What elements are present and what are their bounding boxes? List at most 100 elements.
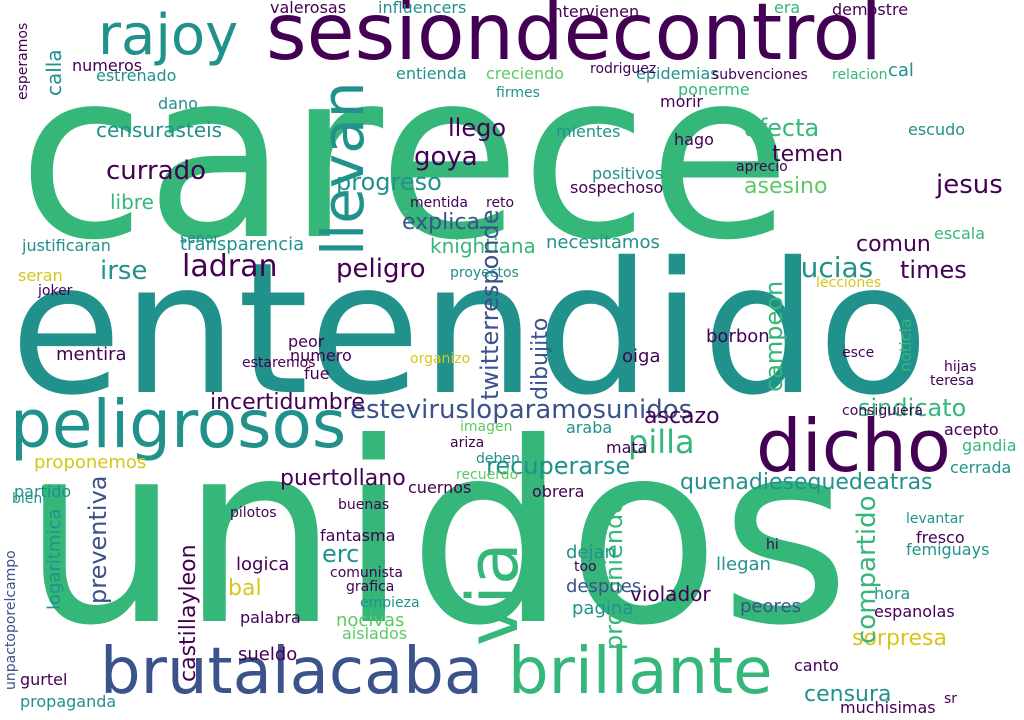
word: explica bbox=[404, 212, 408, 213]
word: muchisimas bbox=[840, 698, 936, 717]
word: propaganda bbox=[20, 692, 117, 711]
word: llegan bbox=[716, 554, 771, 575]
word: carece bbox=[18, 21, 792, 291]
word: influencers bbox=[378, 0, 467, 17]
word: nocivas bbox=[336, 610, 405, 631]
word: ariza bbox=[450, 435, 485, 451]
word: hi bbox=[766, 537, 779, 553]
word: aislados bbox=[342, 624, 408, 643]
word: numeros bbox=[72, 56, 143, 75]
word: justificaran bbox=[22, 236, 111, 255]
word: entienda bbox=[396, 64, 467, 83]
word: dejan bbox=[566, 542, 616, 563]
word: araba bbox=[566, 418, 613, 437]
word: censurasteis bbox=[96, 118, 223, 142]
word: relacion bbox=[832, 67, 888, 83]
word: currado bbox=[106, 156, 207, 186]
word: gandia bbox=[962, 436, 1017, 455]
word: teresa bbox=[930, 373, 975, 389]
word: jesus bbox=[936, 170, 1003, 200]
word: goya bbox=[414, 142, 478, 172]
word: knightiana bbox=[430, 234, 536, 258]
word: recuerdo bbox=[456, 467, 519, 483]
word: morir bbox=[660, 92, 703, 111]
word: deben bbox=[476, 451, 520, 467]
word: via bbox=[452, 542, 534, 646]
word: grafica bbox=[346, 579, 395, 595]
word: afecta bbox=[744, 114, 820, 142]
word: estrenado bbox=[96, 66, 177, 85]
word: comun bbox=[856, 232, 931, 257]
word: pilotos bbox=[230, 505, 277, 521]
word: creciendo bbox=[486, 64, 565, 83]
word: asesino bbox=[744, 174, 828, 199]
word: compartido bbox=[852, 495, 882, 644]
word: subvenciones bbox=[712, 67, 808, 83]
word: gurtel bbox=[20, 670, 68, 689]
word: hago bbox=[674, 130, 714, 149]
word: dibujito bbox=[528, 317, 553, 400]
word: buenas bbox=[338, 497, 390, 513]
word: castillayleon bbox=[176, 544, 201, 682]
word: espanolas bbox=[874, 602, 955, 621]
word: fresco bbox=[916, 528, 965, 547]
word: violador bbox=[630, 582, 711, 606]
word: partido bbox=[14, 482, 72, 501]
word: calla bbox=[42, 49, 66, 96]
word: valerosas bbox=[270, 0, 347, 17]
word: peores bbox=[740, 596, 801, 617]
word: intervienen bbox=[548, 2, 640, 21]
word: rodriguez bbox=[590, 61, 657, 77]
word: senor bbox=[180, 231, 220, 247]
word: censura bbox=[804, 682, 892, 707]
word: aprecio bbox=[736, 159, 788, 175]
word: pagina bbox=[572, 598, 634, 619]
word: proponemos bbox=[34, 452, 147, 473]
word: transparencia bbox=[180, 234, 305, 255]
word: sucias bbox=[786, 251, 874, 284]
word: empieza bbox=[360, 595, 420, 611]
word: mientes bbox=[556, 122, 621, 141]
word: recuperarse bbox=[486, 452, 631, 480]
word: proponiendo bbox=[600, 499, 628, 650]
word: consiguiera bbox=[842, 403, 923, 419]
word: peligro bbox=[336, 254, 426, 284]
word: joker bbox=[38, 283, 73, 299]
word: reto bbox=[486, 195, 515, 211]
word: bien bbox=[12, 491, 43, 507]
word: mata bbox=[606, 438, 648, 457]
word: oiga bbox=[622, 346, 661, 367]
word: imagen bbox=[460, 419, 513, 435]
word: cerrada bbox=[950, 458, 1012, 477]
word: cuernos bbox=[408, 478, 472, 497]
word: peor bbox=[288, 332, 325, 351]
word: seran bbox=[18, 266, 63, 285]
word: ponerme bbox=[678, 80, 750, 99]
word: temen bbox=[772, 142, 844, 167]
word: pilla bbox=[628, 423, 695, 461]
word: brutalacaba bbox=[100, 635, 484, 709]
word: epidemias bbox=[636, 64, 719, 83]
word: logaritmica bbox=[44, 508, 65, 610]
word: llego bbox=[448, 114, 507, 142]
word: positivos bbox=[592, 164, 664, 183]
word: ascazo bbox=[644, 404, 720, 429]
word: comun bbox=[864, 246, 868, 247]
word: firmes bbox=[496, 85, 540, 101]
word: irse bbox=[100, 256, 148, 286]
word: dano bbox=[158, 94, 198, 113]
word: femiguays bbox=[906, 540, 990, 559]
word: esperamos bbox=[15, 22, 31, 100]
word: progreso bbox=[336, 168, 442, 196]
word: demostre bbox=[832, 0, 909, 19]
word: era bbox=[774, 0, 801, 17]
word: sindicato bbox=[858, 394, 967, 422]
word: explica bbox=[402, 210, 480, 235]
word: ladran bbox=[182, 249, 278, 284]
word: mentida bbox=[410, 195, 468, 211]
word: too bbox=[574, 559, 597, 575]
word: cal bbox=[888, 60, 914, 81]
word: sr bbox=[944, 691, 958, 707]
word: hora bbox=[874, 584, 911, 603]
word: estevirusloparamosunidos bbox=[350, 395, 693, 425]
